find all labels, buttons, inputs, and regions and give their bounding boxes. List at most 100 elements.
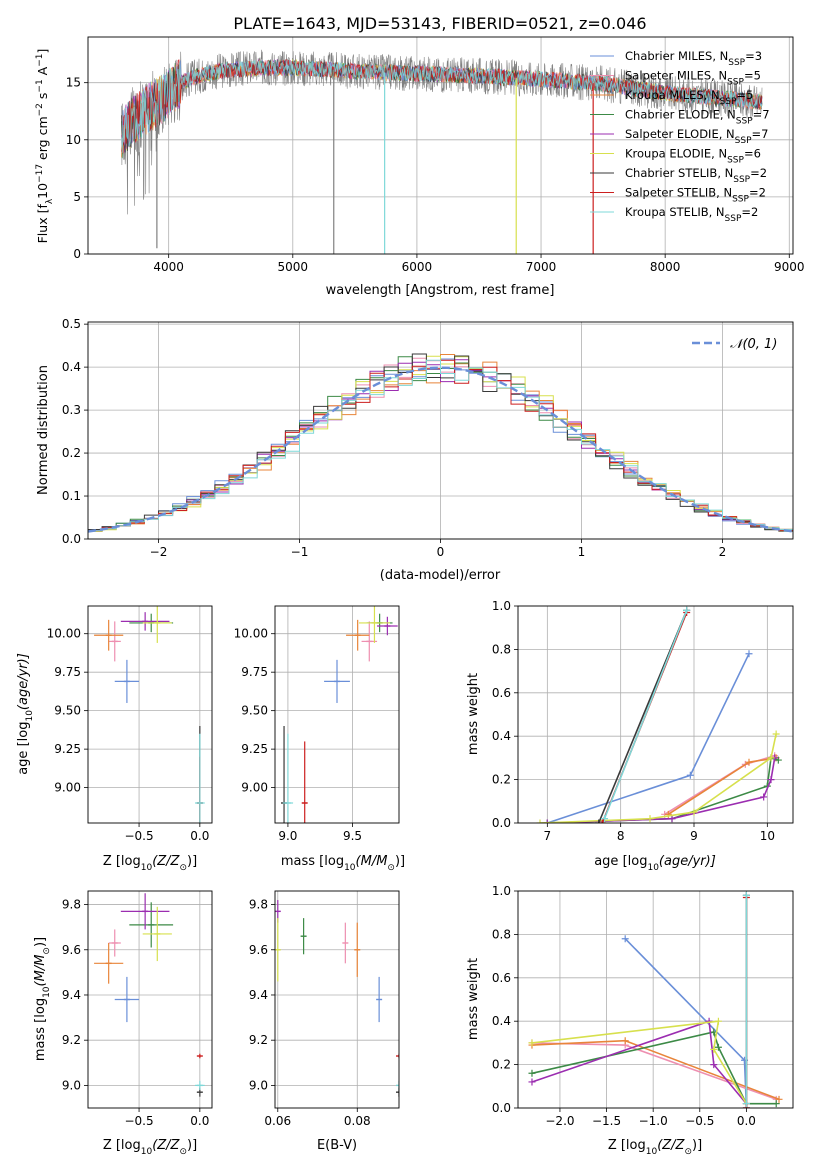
age-z-ytick-label: 9.00 — [54, 781, 81, 795]
mass-z-xlabel: Z [log10(Z/Z⊙)] — [103, 1138, 197, 1157]
age-z-plot-area — [94, 606, 205, 823]
weight-age-ytick-label: 0.0 — [492, 816, 511, 830]
weight-z-ytick-label: 1.0 — [492, 884, 511, 898]
mass-ebv-xlabel: E(B-V) — [317, 1138, 357, 1153]
spectrum-ytick-label: 5 — [73, 190, 81, 204]
age-z-xtick-label: −0.5 — [124, 829, 153, 843]
age-mass-ytick-label: 9.75 — [241, 665, 268, 679]
weight-z-axes: −2.0 −1.5 −1.0 −0.5 0.0 0.0 0.2 0.4 0.6 0.8 1.0 Z [… — [466, 884, 794, 1157]
weight-age-xtick-label: 7 — [544, 829, 552, 843]
weight-age-point-k_elodie — [646, 815, 654, 823]
weight-age-point-k_elodie — [690, 808, 698, 816]
weight-age-ytick-label: 0.2 — [492, 773, 511, 787]
residuals-xtick-label: 1 — [578, 545, 586, 559]
gaussian-legend-label: 𝒩(0, 1) — [730, 337, 777, 352]
weight-age-xtick-label: 9 — [690, 829, 698, 843]
spectrum-axes: 4000 5000 6000 7000 8000 9000 0 5 10 15 Chabrier M… — [35, 36, 805, 298]
residuals-ytick-label: 0.0 — [62, 532, 81, 546]
weight-age-point-k_stelib — [601, 815, 609, 823]
mass-z-ytick-label: 9.8 — [62, 898, 81, 912]
age-mass-ytick-label: 9.00 — [241, 781, 268, 795]
weight-z-xtick-label: 0.0 — [737, 1114, 756, 1128]
weight-z-point-c_elodie — [528, 1069, 536, 1077]
spectrum-frame — [87, 36, 794, 255]
weight-z-ytick-label: 0.2 — [492, 1058, 511, 1072]
age-mass-frame — [274, 605, 400, 824]
weight-age-point-c_elodie — [774, 756, 782, 764]
residuals-ytick-label: 0.1 — [62, 489, 81, 503]
mass-ebv-ytick-label: 9.4 — [249, 988, 268, 1002]
age-z-ytick-label: 9.25 — [54, 742, 81, 756]
weight-z-xtick-label: −1.5 — [592, 1114, 621, 1128]
residuals-axes: −2 −1 0 1 2 0.0 0.1 0.2 0.3 0.4 0.5 𝒩(0, 1) (data-mo… — [36, 317, 794, 583]
age-z-ytick-label: 9.50 — [54, 704, 81, 718]
legend-label-s_stelib: Salpeter STELIB, NSSP=2 — [625, 186, 766, 205]
weight-age-point-s_elodie — [543, 819, 551, 823]
mass-z-xtick-label: −0.5 — [124, 1114, 153, 1128]
weight-z-ylabel: mass weight — [466, 958, 481, 1040]
weight-z-point-k_elodie — [528, 1039, 536, 1047]
residuals-ytick-label: 0.4 — [62, 360, 81, 374]
age-mass-ytick-label: 10.00 — [234, 627, 268, 641]
weight-z-xlabel: Z [log10(Z/Z⊙)] — [608, 1138, 702, 1157]
mass-z-frame — [87, 890, 213, 1109]
mass-z-ytick-label: 9.4 — [62, 988, 81, 1002]
weight-age-point-c_miles — [745, 650, 753, 658]
legend-label-s_elodie: Salpeter ELODIE, NSSP=7 — [625, 127, 768, 146]
age-mass-xtick-label: 9.0 — [278, 829, 297, 843]
model-spectrum-k_stelib — [121, 59, 763, 153]
spectrum-xtick-label: 6000 — [402, 260, 433, 274]
weight-z-frame — [517, 890, 794, 1109]
weight-age-axes: 7 8 9 10 0.0 0.2 0.4 0.6 0.8 1.0 age [log10(age/yr… — [466, 599, 794, 873]
weight-z-xtick-label: −1.0 — [639, 1114, 668, 1128]
residuals-xlabel: (data-model)/error — [380, 568, 501, 583]
weight-age-plot-area — [536, 606, 782, 823]
age-z-frame — [87, 605, 213, 824]
age-z-xlabel: Z [log10(Z/Z⊙)] — [103, 854, 197, 873]
residuals-frame — [87, 321, 794, 540]
weight-z-point-k_stelib — [742, 891, 750, 899]
weight-z-ytick-label: 0.4 — [492, 1014, 511, 1028]
weight-age-series-c_miles — [547, 653, 750, 823]
age-mass-ytick-label: 9.25 — [241, 742, 268, 756]
residuals-ytick-label: 0.2 — [62, 446, 81, 460]
weight-age-point-k_miles — [745, 758, 753, 766]
weight-z-series-s_elodie — [531, 1020, 748, 1105]
mass-z-xtick-label: 0.0 — [190, 1114, 209, 1128]
residuals-xtick-label: −2 — [150, 545, 168, 559]
weight-age-series-c_elodie — [547, 756, 779, 823]
mass-z-ytick-label: 9.2 — [62, 1033, 81, 1047]
mass-ebv-xtick-label: 0.08 — [344, 1114, 371, 1128]
mass-ebv-frame — [274, 890, 400, 1109]
weight-age-ytick-label: 0.6 — [492, 686, 511, 700]
mass-ebv-axes: 0.06 0.08 9.0 9.2 9.4 9.6 9.8 E(B-V) — [249, 890, 400, 1153]
weight-age-point-s_elodie — [668, 815, 676, 823]
residual-legend: 𝒩(0, 1) — [692, 337, 777, 352]
mass-z-ylabel: mass [log10(M/M⊙)] — [33, 937, 52, 1061]
weight-age-xlabel: age [log10(age/yr)] — [594, 854, 716, 873]
weight-age-xtick-label: 8 — [617, 829, 625, 843]
weight-age-point-k_elodie — [536, 819, 544, 823]
weight-z-ytick-label: 0.6 — [492, 971, 511, 985]
legend-label-k_stelib: Kroupa STELIB, NSSP=2 — [625, 205, 758, 224]
weight-age-point-c_stelib — [595, 819, 603, 823]
age-z-ylabel: age [log10(age/yr)] — [16, 653, 35, 775]
legend-label-c_miles: Chabrier MILES, NSSP=3 — [625, 49, 762, 68]
mass-ebv-ytick-label: 9.2 — [249, 1033, 268, 1047]
weight-age-series-k_elodie — [539, 733, 777, 823]
mass-ebv-ytick-label: 9.0 — [249, 1078, 268, 1092]
weight-age-point-k_elodie — [772, 730, 780, 738]
residuals-plot-area — [88, 353, 793, 533]
spectrum-plot-area — [121, 49, 763, 254]
residuals-xtick-label: 2 — [719, 545, 727, 559]
weight-z-point-s_elodie — [705, 1017, 713, 1025]
weight-z-point-c_miles — [621, 935, 629, 943]
spectrum-xtick-label: 7000 — [526, 260, 557, 274]
weight-age-point-s_stelib — [598, 819, 606, 823]
age-z-xtick-label: 0.0 — [190, 829, 209, 843]
weight-z-point-c_elodie — [714, 1043, 722, 1051]
gaussian-curve — [88, 366, 793, 533]
age-z-ytick-label: 9.75 — [54, 665, 81, 679]
